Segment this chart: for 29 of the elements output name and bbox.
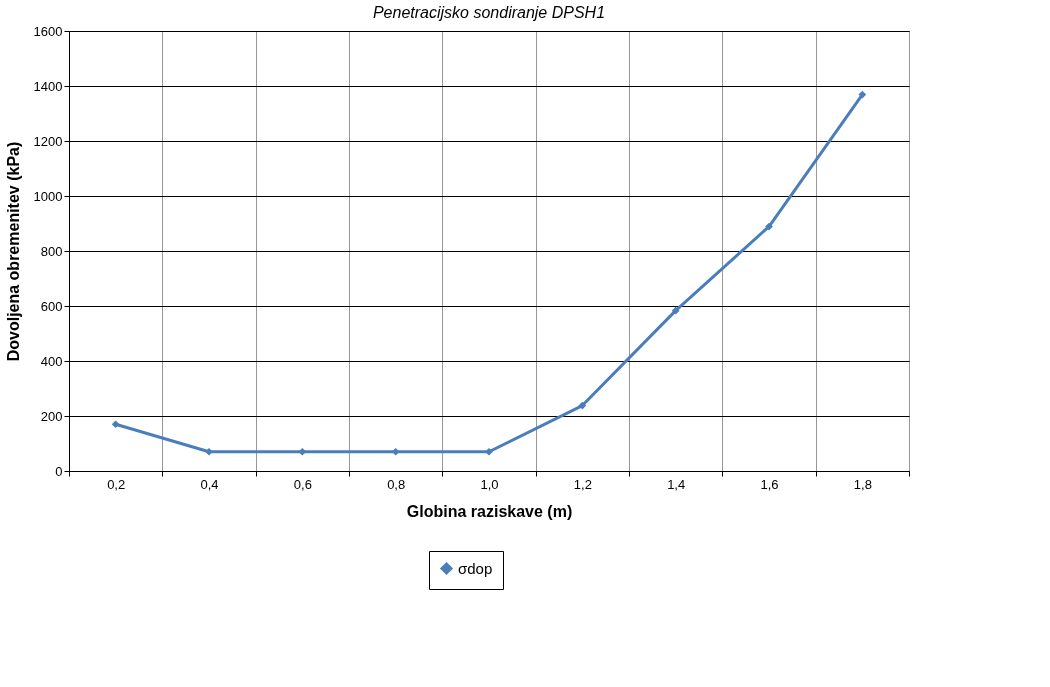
x-tick-label: 1,4 [667,476,686,492]
x-tick-label: 1,0 [480,476,499,492]
point [578,401,587,410]
y-tick-label: 0 [55,463,63,479]
point [205,447,213,456]
x-tick-label: 0,6 [293,476,312,492]
y-tick-label: 600 [40,298,63,314]
x-tick-label: 0,2 [107,476,126,492]
y-tick-label: 200 [40,408,63,424]
y-tick-label: 400 [40,353,63,369]
y-tick-label: 1400 [33,78,63,94]
y-tick-label: 1200 [33,133,63,149]
x-tick-label: 1,8 [853,476,872,492]
x-axis-title: Globina raziskave (m) [406,502,573,520]
y-axis-title: Dovoljena obremenitev (kPa) [4,141,22,362]
y-tick-label: 1600 [33,23,63,39]
point [858,90,867,99]
y-tick-label: 800 [40,243,63,259]
x-tick-label: 0,4 [200,476,219,492]
x-tick-label: 1,6 [760,476,779,492]
legend-label: σdop [458,559,493,577]
x-tick-label: 0,8 [387,476,406,492]
point [111,420,120,429]
y-tick-label: 1000 [33,188,63,204]
chart-title: Penetracijsko sondiranje DPSH1 [372,4,606,21]
point [765,222,773,231]
point [671,306,680,315]
x-tick-label: 1,2 [573,476,592,492]
point [485,447,493,456]
